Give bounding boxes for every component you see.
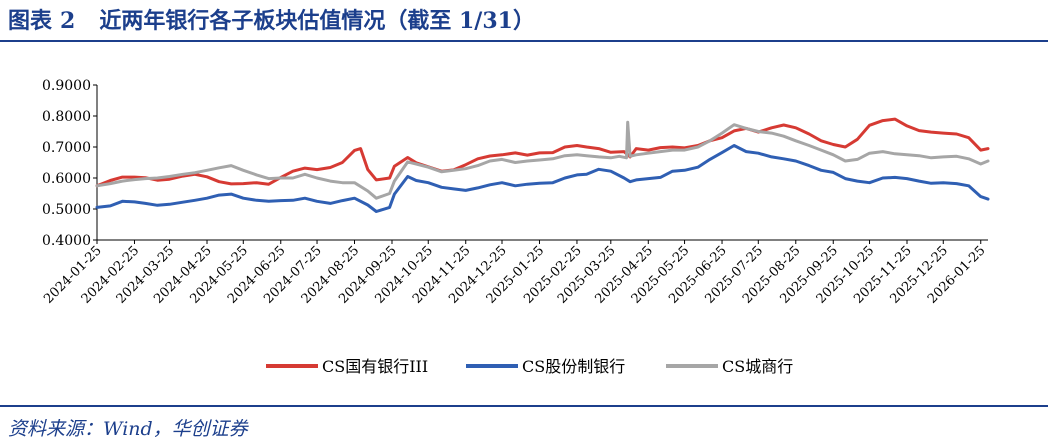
series-line-1 (95, 117, 990, 188)
line-chart: 0.9000 0.8000 0.7000 0.6000 0.5000 0.4000 202… (41, 78, 990, 376)
header-rule (0, 40, 1048, 42)
y-tick-label: 0.9000 (42, 78, 91, 94)
source-note: 资料来源：Wind，华创证券 (8, 418, 248, 440)
chart-legend: CS国有银行III CS股份制银行 CS城商行 (266, 357, 793, 376)
figure-number: 2 (60, 8, 76, 34)
legend-label-2: CS股份制银行 (522, 357, 625, 376)
figure-title: 近两年银行各子板块估值情况（截至 1/31） (99, 8, 535, 34)
series-line-3 (95, 120, 990, 200)
y-tick-label: 0.7000 (42, 140, 91, 156)
legend-label-1: CS国有银行III (322, 357, 428, 376)
series-line-2 (95, 144, 990, 213)
figure-label: 图表 (8, 8, 53, 34)
y-axis: 0.9000 0.8000 0.7000 0.6000 0.5000 0.4000 (42, 78, 98, 249)
x-axis: 2024-01-252024-02-252024-03-252024-04-25… (41, 239, 989, 307)
series-layer (95, 117, 990, 213)
y-tick-label: 0.5000 (42, 202, 91, 218)
y-tick-label: 0.6000 (42, 171, 91, 187)
legend-label-3: CS城商行 (722, 357, 793, 376)
figure-header: 图表 2 近两年银行各子板块估值情况（截至 1/31） (8, 4, 535, 38)
footer-rule (0, 405, 1048, 407)
y-tick-label: 0.4000 (42, 233, 91, 249)
y-tick-label: 0.8000 (42, 109, 91, 125)
